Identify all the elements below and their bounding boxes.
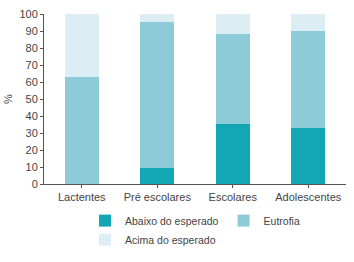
svg-text:Abaixo do esperado: Abaixo do esperado <box>125 215 219 227</box>
svg-text:Acima do esperado: Acima do esperado <box>125 234 216 246</box>
svg-text:50: 50 <box>26 93 38 105</box>
svg-text:10: 10 <box>26 161 38 173</box>
svg-text:80: 80 <box>26 42 38 54</box>
svg-text:90: 90 <box>26 25 38 37</box>
svg-text:70: 70 <box>26 59 38 71</box>
svg-text:30: 30 <box>26 127 38 139</box>
svg-text:Escolares: Escolares <box>209 191 258 203</box>
svg-text:Lactentes: Lactentes <box>58 191 106 203</box>
svg-text:Adolescentes: Adolescentes <box>275 191 342 203</box>
svg-text:Eutrofia: Eutrofia <box>264 215 300 227</box>
svg-text:60: 60 <box>26 76 38 88</box>
svg-text:0: 0 <box>32 178 38 190</box>
svg-text:Pré escolares: Pré escolares <box>124 191 192 203</box>
svg-text:100: 100 <box>19 8 37 20</box>
svg-text:20: 20 <box>26 144 38 156</box>
svg-text:40: 40 <box>26 110 38 122</box>
svg-text:%: % <box>2 94 14 104</box>
